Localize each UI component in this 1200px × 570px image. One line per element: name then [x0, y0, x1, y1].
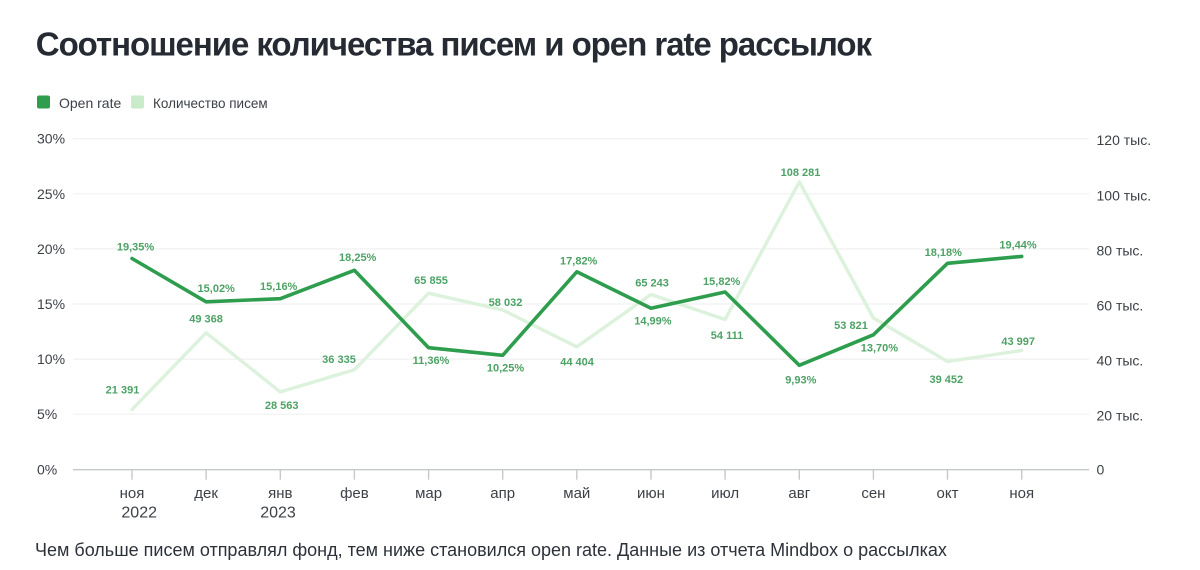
- svg-text:15,82%: 15,82%: [703, 276, 741, 288]
- svg-text:17,82%: 17,82%: [560, 256, 598, 268]
- svg-text:19,35%: 19,35%: [117, 242, 155, 254]
- svg-text:21 391: 21 391: [106, 384, 140, 396]
- svg-text:53 821: 53 821: [834, 320, 868, 332]
- svg-text:60 тыс.: 60 тыс.: [1097, 298, 1144, 314]
- svg-text:25%: 25%: [37, 186, 65, 202]
- svg-text:36 335: 36 335: [322, 354, 356, 366]
- svg-text:80 тыс.: 80 тыс.: [1097, 242, 1144, 258]
- svg-text:43 997: 43 997: [1001, 336, 1035, 348]
- svg-text:39 452: 39 452: [929, 374, 963, 386]
- svg-text:ноя: ноя: [1009, 485, 1034, 502]
- svg-text:0: 0: [1097, 461, 1105, 477]
- svg-text:108 281: 108 281: [781, 167, 821, 179]
- svg-text:65 855: 65 855: [414, 275, 448, 287]
- svg-text:65 243: 65 243: [635, 278, 669, 290]
- svg-text:июл: июл: [711, 485, 739, 502]
- svg-text:дек: дек: [194, 485, 218, 502]
- svg-text:20%: 20%: [37, 241, 65, 257]
- svg-text:20 тыс.: 20 тыс.: [1097, 408, 1144, 424]
- svg-text:18,25%: 18,25%: [339, 252, 377, 264]
- svg-text:15%: 15%: [37, 296, 65, 312]
- svg-text:фев: фев: [340, 485, 369, 502]
- svg-text:11,36%: 11,36%: [413, 355, 450, 367]
- svg-text:Open rate: Open rate: [59, 95, 121, 111]
- svg-text:2022: 2022: [121, 504, 157, 521]
- svg-text:15,02%: 15,02%: [198, 283, 236, 295]
- svg-text:30%: 30%: [37, 131, 65, 147]
- svg-text:мар: мар: [415, 485, 442, 502]
- svg-text:120 тыс.: 120 тыс.: [1097, 132, 1152, 148]
- svg-text:44 404: 44 404: [560, 357, 595, 369]
- svg-text:14,99%: 14,99%: [634, 316, 672, 328]
- svg-text:янв: янв: [268, 485, 292, 502]
- svg-text:ноя: ноя: [120, 485, 145, 502]
- svg-text:49 368: 49 368: [189, 314, 223, 326]
- svg-text:2023: 2023: [260, 504, 296, 521]
- svg-text:18,18%: 18,18%: [925, 247, 963, 259]
- svg-text:апр: апр: [490, 485, 515, 502]
- svg-text:Соотношение количества писем и: Соотношение количества писем и open rate…: [36, 26, 873, 63]
- svg-text:5%: 5%: [37, 406, 57, 422]
- svg-text:100 тыс.: 100 тыс.: [1097, 187, 1152, 203]
- svg-text:10,25%: 10,25%: [487, 363, 525, 375]
- svg-text:окт: окт: [937, 485, 959, 502]
- svg-text:0%: 0%: [37, 461, 57, 477]
- svg-text:54 111: 54 111: [711, 330, 743, 342]
- svg-text:19,44%: 19,44%: [999, 239, 1037, 251]
- svg-text:58 032: 58 032: [489, 297, 523, 309]
- svg-text:авг: авг: [788, 485, 810, 502]
- svg-text:9,93%: 9,93%: [785, 374, 816, 386]
- svg-text:сен: сен: [861, 485, 885, 502]
- svg-text:Количество писем: Количество писем: [153, 96, 268, 111]
- svg-text:15,16%: 15,16%: [260, 281, 298, 293]
- svg-text:июн: июн: [637, 485, 665, 502]
- svg-text:май: май: [563, 485, 590, 502]
- svg-text:28 563: 28 563: [265, 400, 299, 412]
- svg-text:13,70%: 13,70%: [861, 343, 899, 355]
- svg-text:40 тыс.: 40 тыс.: [1097, 353, 1144, 369]
- svg-text:Чем больше писем отправлял фон: Чем больше писем отправлял фонд, тем ниж…: [35, 540, 947, 560]
- svg-text:10%: 10%: [37, 351, 65, 367]
